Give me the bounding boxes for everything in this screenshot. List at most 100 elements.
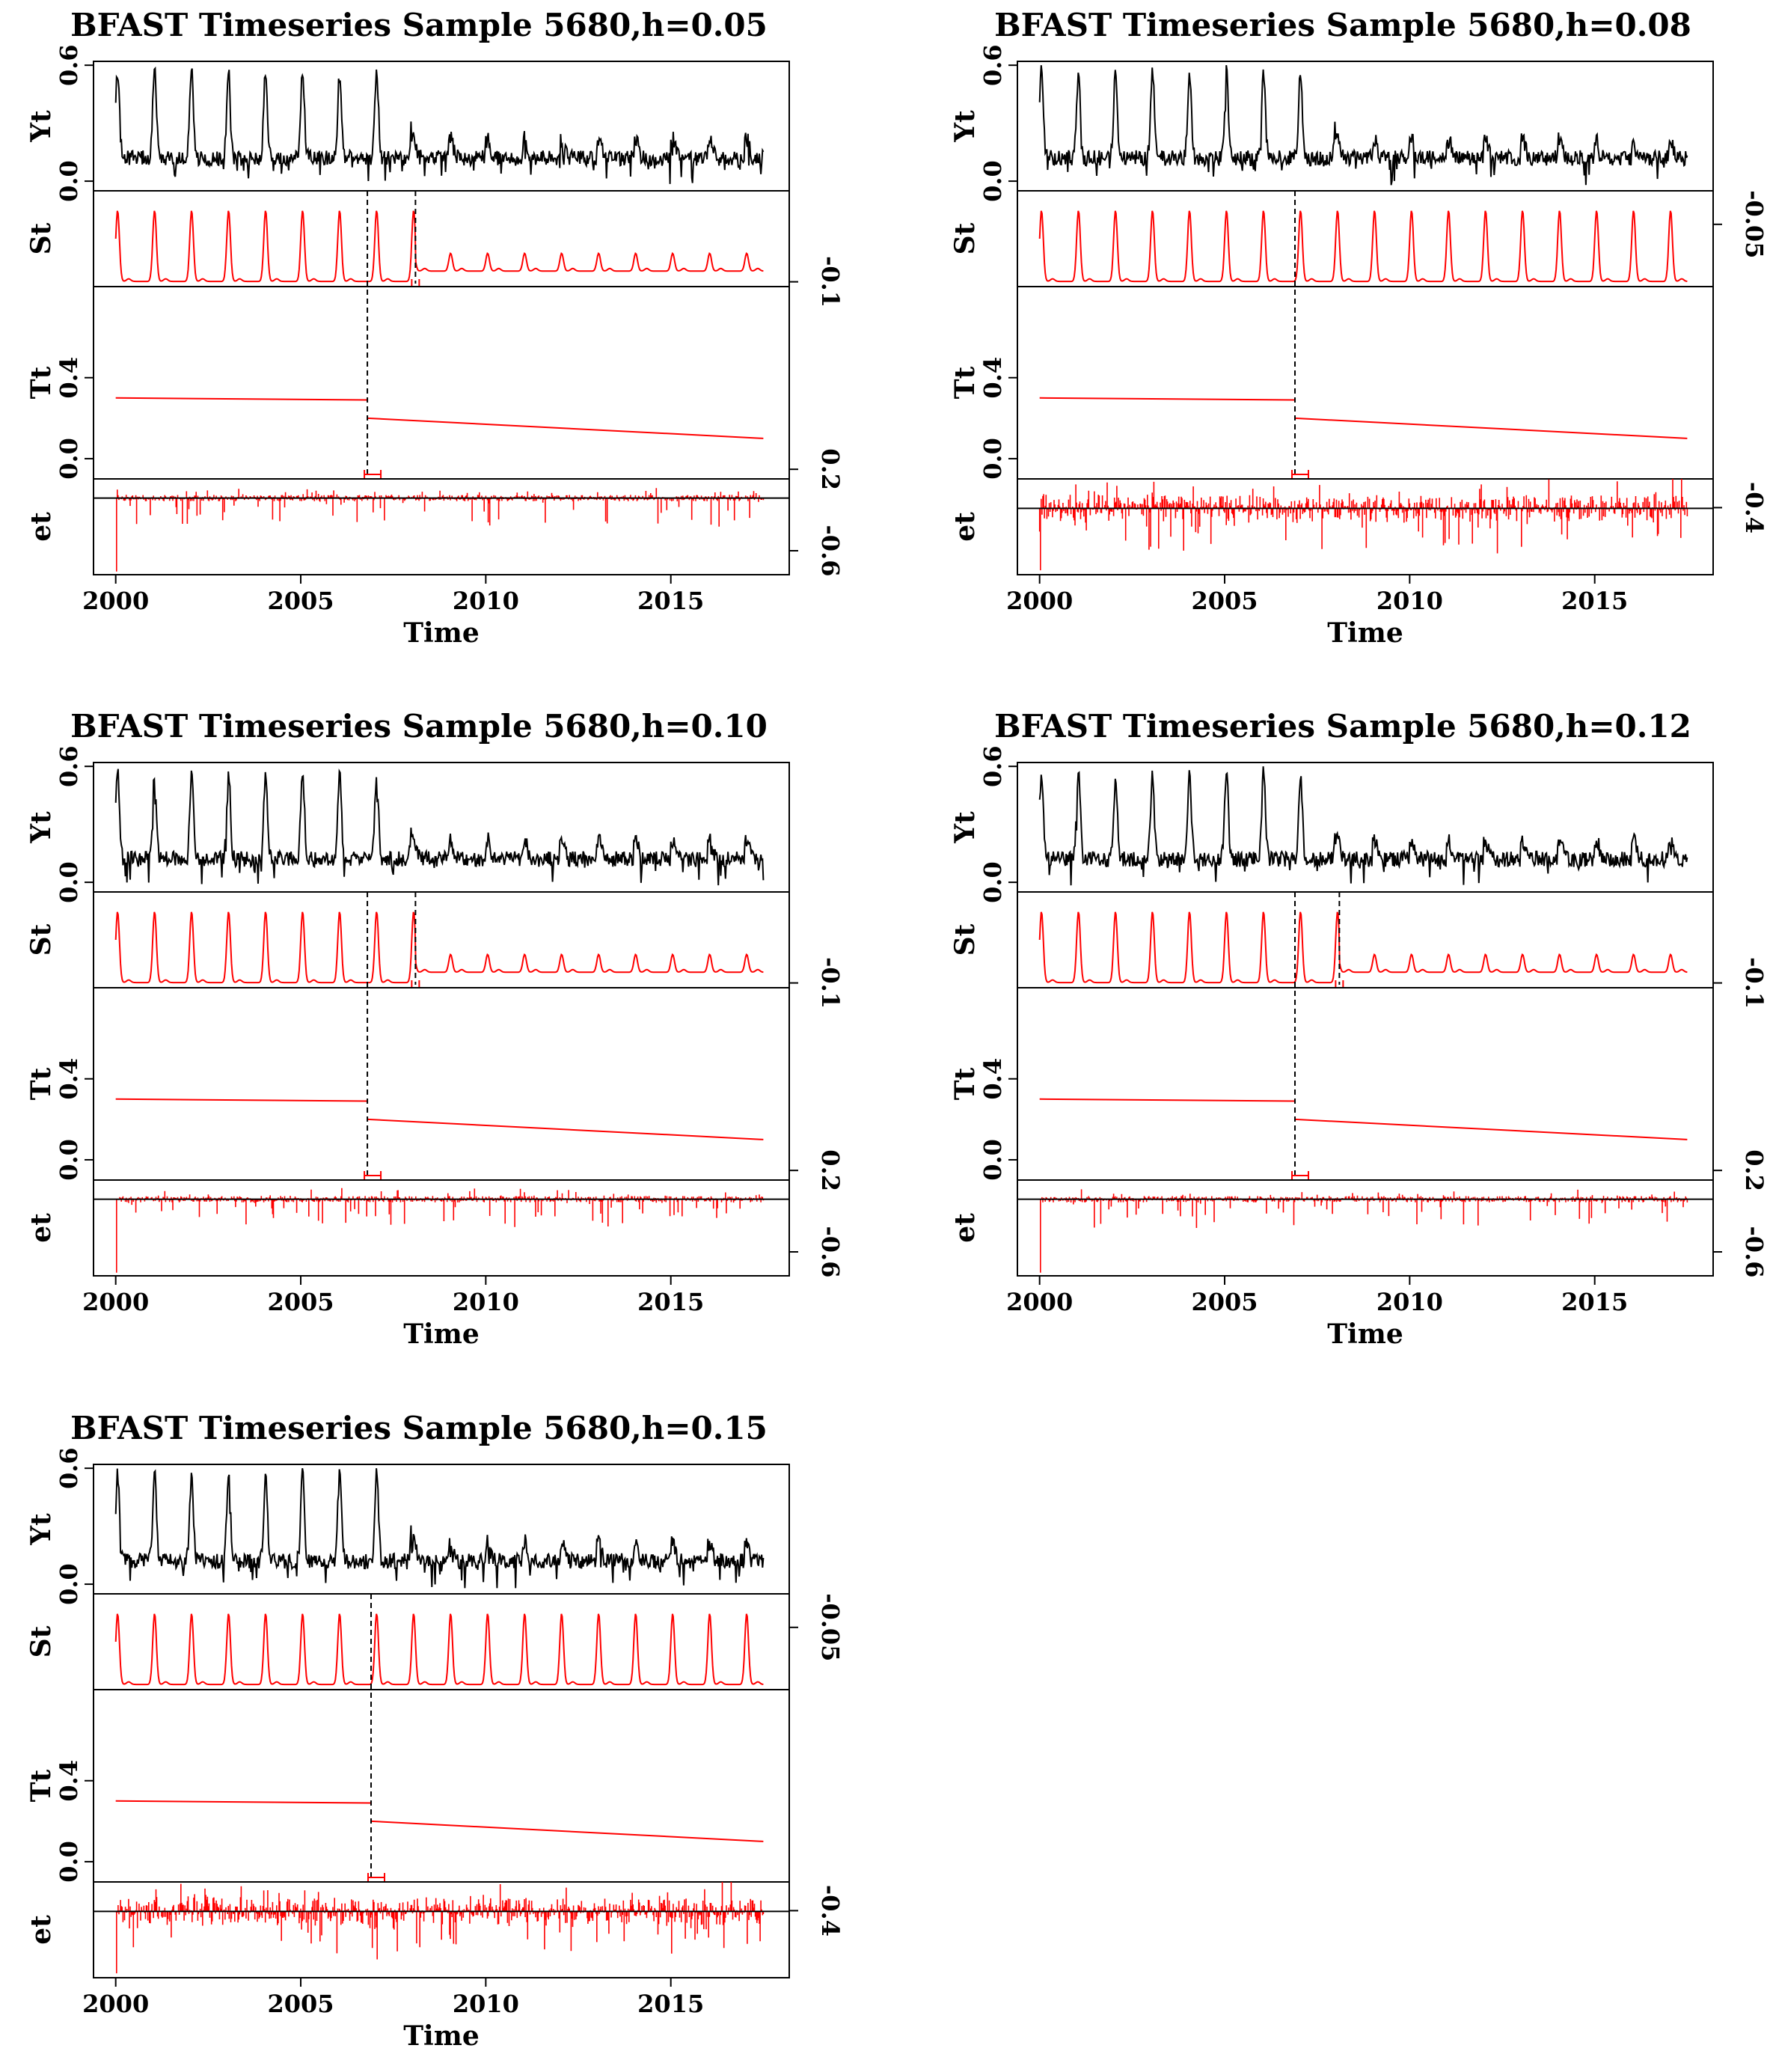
panel-label: Tt <box>949 1067 981 1100</box>
panel-frame <box>1017 61 1714 192</box>
panel-label: et <box>949 1213 981 1243</box>
trend-segment <box>367 1118 764 1140</box>
panel-frame <box>93 1881 790 1978</box>
y-tick-label: 0.4 <box>979 357 1007 399</box>
series-St <box>1038 210 1688 283</box>
x-tick-label: 2000 <box>82 1288 149 1316</box>
panel-frame <box>1017 286 1714 480</box>
series-Yt <box>1038 766 1688 886</box>
series-St <box>114 1613 764 1686</box>
panel-Tt: Tt 0.0 0.4 <box>25 892 790 1181</box>
panel-St: St <box>25 1593 790 1690</box>
panel-St: St <box>949 190 1714 287</box>
series-et <box>114 488 765 572</box>
x-tick-label: 2005 <box>267 1990 334 2018</box>
panel-frame <box>93 987 790 1181</box>
panel-et: et <box>949 478 1714 575</box>
right-tick-label: -0.1 <box>816 256 845 308</box>
chart-title: BFAST Timeseries Sample 5680,h=0.12 <box>994 708 1691 745</box>
trend-segment <box>115 1800 372 1804</box>
right-tick-label: -0.1 <box>1740 957 1767 1009</box>
x-axis-label: Time <box>1327 617 1403 649</box>
y-tick-label: 0.6 <box>55 745 83 787</box>
y-tick-label: 0.4 <box>55 1760 83 1802</box>
panel-label: St <box>25 222 57 254</box>
x-tick-label: 2015 <box>637 1288 704 1316</box>
panel-frame <box>93 478 790 575</box>
y-tick-label: 0.0 <box>55 1563 83 1605</box>
y-tick-label: 0.4 <box>979 1058 1007 1100</box>
panel-label: Yt <box>949 811 981 844</box>
y-tick-label: 0.6 <box>979 44 1007 86</box>
x-axis-label: Time <box>1327 1318 1403 1350</box>
y-tick-label: 0.4 <box>55 357 83 399</box>
chart-title: BFAST Timeseries Sample 5680,h=0.08 <box>994 7 1691 43</box>
panel-frame <box>1017 478 1714 575</box>
x-tick-label: 2010 <box>453 1288 519 1316</box>
break-confidence-interval <box>367 1873 386 1882</box>
chart-title: BFAST Timeseries Sample 5680,h=0.10 <box>70 708 768 745</box>
panel-label: Tt <box>25 366 57 399</box>
panel-label: Yt <box>949 110 981 143</box>
panel-label: St <box>949 923 981 956</box>
panel-frame <box>1017 1179 1714 1277</box>
series-St <box>1038 911 1688 984</box>
y-tick-label: 0.0 <box>55 1139 83 1181</box>
y-tick-label: 0.4 <box>55 1058 83 1100</box>
x-tick-label: 2015 <box>1561 587 1628 615</box>
series-et <box>1038 479 1688 571</box>
panel-frame <box>93 1464 790 1595</box>
series-et <box>1038 1189 1688 1273</box>
panel-label: Yt <box>25 1513 57 1546</box>
break-confidence-interval <box>1291 470 1310 479</box>
y-tick-label: 0.0 <box>55 438 83 480</box>
panel-label: Tt <box>949 366 981 399</box>
x-tick-label: 2005 <box>267 587 334 615</box>
panel-label: Yt <box>25 110 57 143</box>
trend-segment <box>1039 397 1296 401</box>
panel-label: et <box>25 1213 57 1243</box>
x-tick-label: 2000 <box>82 587 149 615</box>
panel-label: St <box>25 923 57 956</box>
panel-frame <box>93 190 790 287</box>
series-et <box>114 1882 765 1974</box>
panel-label: St <box>25 1625 57 1657</box>
trend-segment <box>1294 1118 1688 1140</box>
y-tick-label: 0.0 <box>979 160 1007 202</box>
panel-et: et <box>25 478 790 575</box>
panel-et: et <box>25 1881 790 1978</box>
panel-label: Yt <box>25 811 57 844</box>
panel-St: St <box>25 891 790 988</box>
y-tick-label: 0.0 <box>55 160 83 202</box>
right-tick-label: -0.6 <box>816 525 845 577</box>
chart-title: BFAST Timeseries Sample 5680,h=0.15 <box>70 1410 768 1446</box>
trend-segment <box>115 1098 368 1102</box>
y-tick-label: 0.0 <box>55 1841 83 1883</box>
x-axis-label: Time <box>403 2020 479 2052</box>
panel-frame <box>93 762 790 893</box>
right-tick-label: 0.2 <box>1740 1149 1767 1191</box>
y-tick-label: 0.0 <box>979 861 1007 903</box>
panel-label: et <box>25 512 57 542</box>
x-tick-label: 2010 <box>1376 587 1443 615</box>
panel-frame <box>93 1593 790 1690</box>
trend-segment <box>1294 417 1688 439</box>
x-tick-label: 2005 <box>1191 587 1258 615</box>
panel-frame <box>1017 891 1714 988</box>
x-tick-label: 2010 <box>1376 1288 1443 1316</box>
x-axis-label: Time <box>403 617 479 649</box>
series-et <box>114 1188 765 1273</box>
panel-et: et <box>25 1179 790 1277</box>
break-confidence-interval <box>364 470 382 479</box>
panel-frame <box>93 286 790 480</box>
x-tick-label: 2000 <box>82 1990 149 2018</box>
panel-Tt: Tt 0.0 0.4 <box>949 892 1714 1181</box>
right-tick-label: -0.6 <box>816 1226 845 1278</box>
panel-et: et <box>949 1179 1714 1277</box>
x-tick-label: 2015 <box>637 1990 704 2018</box>
bfast-chart-0: BFAST Timeseries Sample 5680,h=0.05 Yt 0.0… <box>25 7 845 649</box>
x-tick-label: 2015 <box>1561 1288 1628 1316</box>
panel-frame <box>1017 190 1714 287</box>
break-confidence-interval <box>364 1171 382 1180</box>
